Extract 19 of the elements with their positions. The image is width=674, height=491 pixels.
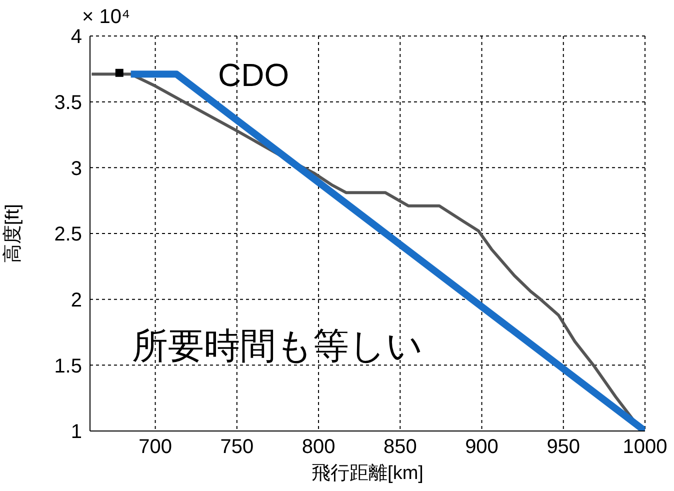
x-tick-label: 700 <box>138 436 172 458</box>
x-tick-label: 850 <box>383 436 417 458</box>
x-axis-title: 飛行距離[km] <box>312 463 424 484</box>
y-tick-label: 2 <box>70 289 82 312</box>
y-tick-label: 2.5 <box>54 224 82 246</box>
y-tick-label: 1 <box>70 421 82 444</box>
x-tick-label: 950 <box>546 436 580 458</box>
y-tick-label: 4 <box>70 26 82 48</box>
x-tick-label: 1000 <box>622 436 668 458</box>
x-tick-label: 750 <box>220 436 254 458</box>
x-tick-label: 900 <box>465 436 498 458</box>
y-tick-label: 1.5 <box>54 355 82 378</box>
y-axis-title: 高度[ft] <box>2 204 24 264</box>
annotation: CDO <box>218 57 290 94</box>
y-tick-label: 3 <box>70 158 82 180</box>
y-tick-label: 3.5 <box>54 92 82 114</box>
x-tick-label: 800 <box>302 436 336 458</box>
text: × 10⁴ <box>82 6 130 28</box>
annotation: 所要時間も等しい <box>132 325 423 366</box>
